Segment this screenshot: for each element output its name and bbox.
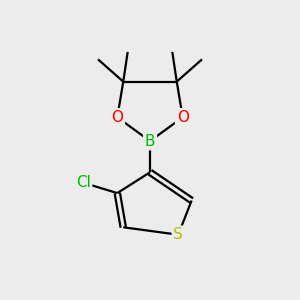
Text: Cl: Cl [76, 175, 91, 190]
Text: S: S [173, 227, 183, 242]
Text: B: B [145, 134, 155, 148]
Text: O: O [177, 110, 189, 125]
Text: O: O [111, 110, 123, 125]
